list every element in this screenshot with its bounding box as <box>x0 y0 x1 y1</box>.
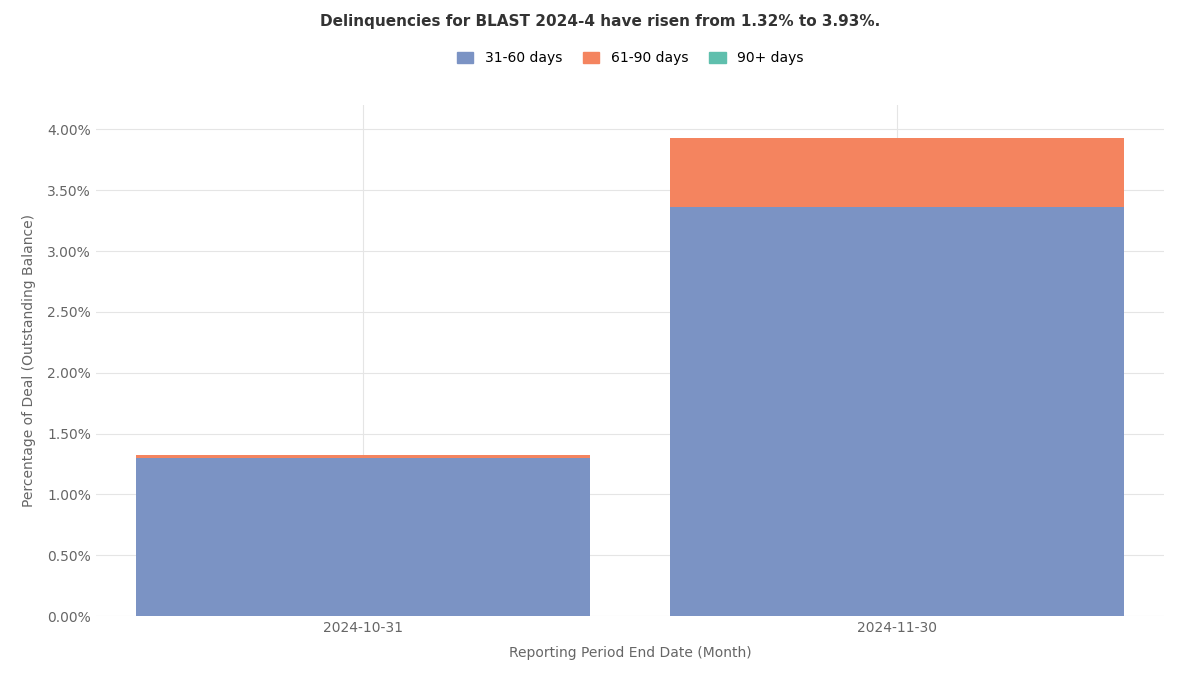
X-axis label: Reporting Period End Date (Month): Reporting Period End Date (Month) <box>509 646 751 660</box>
Y-axis label: Percentage of Deal (Outstanding Balance): Percentage of Deal (Outstanding Balance) <box>22 214 36 507</box>
Bar <box>136 456 590 458</box>
Bar <box>670 138 1124 207</box>
Bar <box>136 458 590 616</box>
Text: Delinquencies for BLAST 2024-4 have risen from 1.32% to 3.93%.: Delinquencies for BLAST 2024-4 have rise… <box>320 14 880 29</box>
Bar <box>670 207 1124 616</box>
Legend: 31-60 days, 61-90 days, 90+ days: 31-60 days, 61-90 days, 90+ days <box>451 46 809 71</box>
